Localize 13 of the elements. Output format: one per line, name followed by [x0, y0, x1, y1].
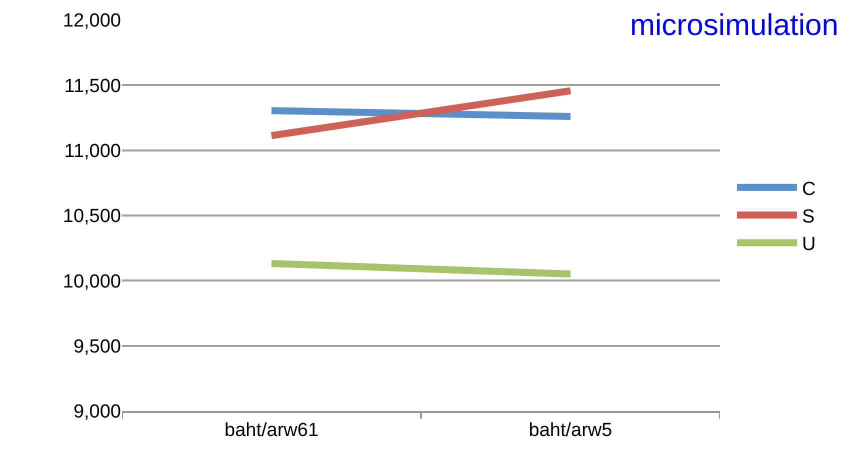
x-tick-label: baht/arw5 [528, 420, 612, 441]
legend-label: C [802, 178, 816, 200]
y-tick-label: 10,000 [62, 271, 121, 292]
y-tick-label: 9,000 [73, 402, 121, 423]
legend-label: S [802, 206, 815, 228]
y-tick-label: 11,500 [64, 76, 121, 97]
y-tick-label: 9,500 [73, 336, 121, 358]
y-tick-label: 11,000 [64, 140, 121, 162]
x-tick-label: baht/arw61 [224, 420, 319, 441]
legend-label: U [802, 234, 816, 256]
y-tick-label: 12,000 [62, 10, 121, 32]
y-tick-label: 10,500 [62, 206, 121, 228]
annotation: microsimulation [630, 9, 838, 42]
